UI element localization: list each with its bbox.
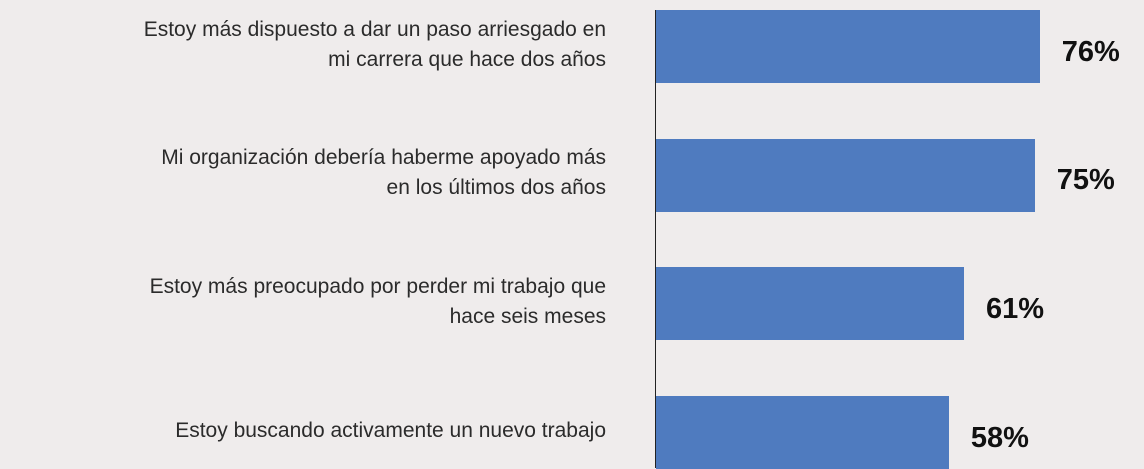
bar bbox=[656, 10, 1040, 83]
category-label: Estoy más preocupado por perder mi traba… bbox=[149, 274, 606, 328]
category-label: Estoy buscando activamente un nuevo trab… bbox=[175, 418, 606, 442]
value-label: 61% bbox=[986, 292, 1045, 325]
category-label: Mi organización debería haberme apoyado … bbox=[161, 146, 606, 200]
category-label: Estoy más dispuesto a dar un paso arries… bbox=[143, 17, 606, 71]
value-label: 75% bbox=[1056, 164, 1115, 197]
value-label: 58% bbox=[970, 421, 1029, 454]
bar bbox=[656, 396, 949, 469]
value-label: 76% bbox=[1061, 35, 1120, 68]
bar bbox=[656, 267, 965, 341]
axis-line bbox=[655, 10, 656, 468]
bar bbox=[656, 138, 1035, 212]
